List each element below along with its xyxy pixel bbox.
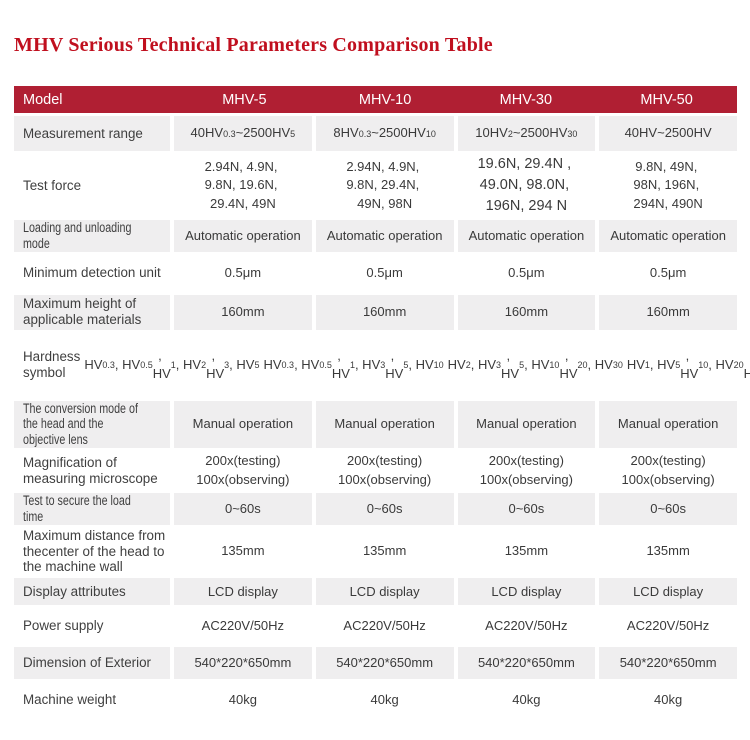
value-cell-mhv-5: 540*220*650mm xyxy=(174,647,312,680)
row-label-cell: Dimension of Exterior xyxy=(14,647,170,680)
table-row: Machine weight 40kg 40kg 40kg 40kg xyxy=(14,682,737,718)
value-cell-mhv-50: 200x(testing) 100x(observing) xyxy=(599,451,737,491)
value-cell-mhv-5: AC220V/50Hz xyxy=(174,608,312,645)
value-cell-mhv-10: 200x(testing) 100x(observing) xyxy=(315,451,454,491)
value-cell-mhv-5: 135mm xyxy=(174,527,312,576)
value-cell-mhv-50: 9.8N, 49N, 98N, 196N, 294N, 490N xyxy=(599,154,737,218)
value-cell-mhv-10: AC220V/50Hz xyxy=(315,608,454,645)
header-model-label: Model xyxy=(23,91,63,108)
value-cell-mhv-10: 540*220*650mm xyxy=(315,647,454,680)
value-cell-mhv-5: 2.94N, 4.9N, 9.8N, 19.6N, 29.4N, 49N xyxy=(174,154,312,218)
table-row: Minimum detection unit 0.5μm 0.5μm 0.5μm 0.5… xyxy=(14,254,737,292)
row-label-cell: The conversion mode of the head and the … xyxy=(14,400,170,449)
row-label-cell: Machine weight xyxy=(14,682,170,718)
value-cell-mhv-10: HV 0.3, HV 0.5, HV 1, HV 3, HV 5, HV 10 xyxy=(263,332,444,398)
value-cell-mhv-50: 135mm xyxy=(599,527,737,576)
value-cell-mhv-50: 0~60s xyxy=(599,493,737,525)
table-row: Test to secure the load time 0~60s 0~60s 0~… xyxy=(14,493,737,525)
table-row: Power supply AC220V/50Hz AC220V/50Hz AC220V… xyxy=(14,608,737,645)
value-cell-mhv-10: 8HV 0.3 ~2500HV 10 xyxy=(315,116,454,151)
value-cell-mhv-50: 540*220*650mm xyxy=(599,647,737,680)
row-label-cell: Display attributes xyxy=(14,578,170,606)
header-column-mhv-10: MHV-10 xyxy=(358,91,412,108)
value-cell-mhv-50: Manual operation xyxy=(599,400,737,449)
value-cell-mhv-50: 40kg xyxy=(599,682,737,718)
value-cell-mhv-5: HV 0.3, HV 0.5, HV 1, HV 2, HV 3, HV 5 xyxy=(84,332,260,398)
value-cell-mhv-5: 0~60s xyxy=(174,493,312,525)
value-cell-mhv-10: 0.5μm xyxy=(315,254,454,292)
value-cell-mhv-30: 40kg xyxy=(457,682,596,718)
value-cell-mhv-50: 160mm xyxy=(599,294,737,330)
value-cell-mhv-30: 135mm xyxy=(457,527,596,576)
value-cell-mhv-30: 0.5μm xyxy=(457,254,596,292)
header-column-mhv-30: MHV-30 xyxy=(499,91,553,108)
table-row: Maximum height of applicable materials 16… xyxy=(14,294,737,330)
value-cell-mhv-5: LCD display xyxy=(174,578,312,606)
value-cell-mhv-5: 0.5μm xyxy=(174,254,312,292)
value-cell-mhv-50: 40HV~2500HV xyxy=(599,116,737,151)
table-row: Maximum distance from thecenter of the h… xyxy=(14,527,737,576)
table-row: Display attributes LCD display LCD display… xyxy=(14,578,737,606)
value-cell-mhv-10: 0~60s xyxy=(315,493,454,525)
row-label-cell: Loading and unloading mode xyxy=(14,220,170,252)
value-cell-mhv-5: 40HV 0.3 ~2500HV 5 xyxy=(174,116,312,151)
row-label-cell: Test force xyxy=(14,154,170,218)
value-cell-mhv-10: LCD display xyxy=(315,578,454,606)
value-cell-mhv-30: 0~60s xyxy=(457,493,596,525)
row-label-cell: Minimum detection unit xyxy=(14,254,170,292)
row-label-cell: Measurement range xyxy=(14,116,170,151)
value-cell-mhv-30: LCD display xyxy=(457,578,596,606)
value-cell-mhv-30: Automatic operation xyxy=(457,220,596,252)
row-label-cell: Maximum height of applicable materials xyxy=(14,294,170,330)
parameters-table: Model MHV-5 MHV-10 MHV-30 MHV-50 Measuremen… xyxy=(14,86,750,720)
table-body: Measurement range 40HV 0.3 ~2500HV 5 8HV 0.3 ~2… xyxy=(14,116,750,718)
value-cell-mhv-5: Automatic operation xyxy=(174,220,312,252)
value-cell-mhv-30: 200x(testing) 100x(observing) xyxy=(457,451,596,491)
value-cell-mhv-5: 160mm xyxy=(174,294,312,330)
table-header-row: Model MHV-5 MHV-10 MHV-30 MHV-50 xyxy=(14,86,737,113)
value-cell-mhv-5: Manual operation xyxy=(174,400,312,449)
row-label-cell: Maximum distance from thecenter of the h… xyxy=(14,527,170,576)
row-label-cell: Magnification of measuring microscope xyxy=(14,451,170,491)
page-title: MHV Serious Technical Parameters Compari… xyxy=(14,34,493,56)
value-cell-mhv-30: 160mm xyxy=(457,294,596,330)
table-row: Loading and unloading mode Automatic oper… xyxy=(14,220,737,252)
table-row: Test force 2.94N, 4.9N, 9.8N, 19.6N, 29.4… xyxy=(14,154,737,218)
value-cell-mhv-30: AC220V/50Hz xyxy=(457,608,596,645)
value-cell-mhv-30: 10HV 2 ~2500HV 30 xyxy=(457,116,596,151)
value-cell-mhv-50: LCD display xyxy=(599,578,737,606)
value-cell-mhv-50: AC220V/50Hz xyxy=(599,608,737,645)
table-row: Dimension of Exterior 540*220*650mm 540*22… xyxy=(14,647,737,680)
row-label-cell: Power supply xyxy=(14,608,170,645)
value-cell-mhv-10: 40kg xyxy=(315,682,454,718)
value-cell-mhv-30: Manual operation xyxy=(457,400,596,449)
value-cell-mhv-10: Manual operation xyxy=(315,400,454,449)
value-cell-mhv-50: 0.5μm xyxy=(599,254,737,292)
value-cell-mhv-30: HV 2, HV 3, HV 5, HV 10, HV 20, HV 30 xyxy=(447,332,623,398)
value-cell-mhv-5: 200x(testing) 100x(observing) xyxy=(174,451,312,491)
value-cell-mhv-10: 2.94N, 4.9N, 9.8N, 29.4N, 49N, 98N xyxy=(315,154,454,218)
value-cell-mhv-10: Automatic operation xyxy=(315,220,454,252)
row-label-cell: Hardness symbol xyxy=(14,332,81,398)
value-cell-mhv-30: 540*220*650mm xyxy=(457,647,596,680)
value-cell-mhv-5: 40kg xyxy=(174,682,312,718)
value-cell-mhv-10: 160mm xyxy=(315,294,454,330)
table-row: Magnification of measuring microscope 200… xyxy=(14,451,737,491)
table-row: Measurement range 40HV 0.3 ~2500HV 5 8HV 0.3 ~2… xyxy=(14,116,737,151)
value-cell-mhv-30: 19.6N, 29.4N , 49.0N, 98.0N, 196N, 294 N xyxy=(457,154,596,218)
header-column-mhv-50: MHV-50 xyxy=(640,91,693,108)
row-label-cell: Test to secure the load time xyxy=(14,493,170,525)
value-cell-mhv-10: 135mm xyxy=(315,527,454,576)
table-row: The conversion mode of the head and the … xyxy=(14,400,737,449)
value-cell-mhv-50: Automatic operation xyxy=(599,220,737,252)
table-row: Hardness symbol HV 0.3, HV 0.5, HV 1, HV 2, H… xyxy=(14,332,750,398)
header-column-mhv-5: MHV-5 xyxy=(222,91,267,108)
